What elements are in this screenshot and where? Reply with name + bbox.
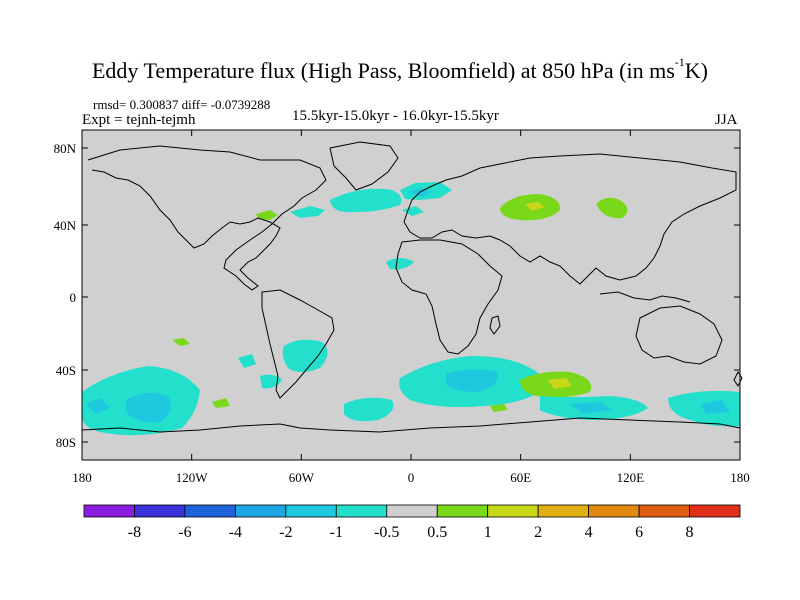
anomaly-region-nw-atlantic [290, 206, 325, 218]
stats-label: rmsd= 0.300837 diff= -0.0739288 [93, 97, 271, 112]
colorbar-label: 8 [686, 524, 694, 541]
colorbar-label: 4 [585, 524, 593, 541]
anomaly-region-europe [402, 206, 424, 216]
colorbar-swatch [285, 504, 337, 518]
colorbar-swatch [234, 504, 287, 518]
y-tick-label: 80N [54, 141, 77, 156]
anomaly-region-subtropical-atlantic [386, 258, 414, 270]
colorbar-swatch [689, 504, 741, 518]
colorbar: -8 -6 -4 -2 -1 -0.5 0.5 1 2 4 6 8 [83, 504, 741, 541]
y-axis: 80N 40N 0 40S 80S [54, 141, 740, 450]
x-axis: 180 120W 60W 0 60E 120E 180 [72, 130, 750, 485]
coastline-north-america [87, 145, 327, 291]
colorbar-swatch [588, 504, 640, 518]
period-label: 15.5kyr-15.0kyr - 16.0kyr-15.5kyr [292, 108, 499, 124]
anomaly-region-southern-indian-east-core [570, 402, 612, 414]
y-tick-label: 0 [70, 290, 77, 305]
x-tick-label: 120W [176, 470, 209, 485]
colorbar-swatch [638, 504, 690, 518]
y-tick-label: 80S [56, 435, 76, 450]
coastline-australia [635, 305, 723, 365]
x-tick-label: 0 [408, 470, 415, 485]
colorbar-swatch [184, 504, 236, 518]
anomaly-region-southern-pacific-west [86, 398, 110, 414]
season-label: JJA [715, 112, 738, 128]
anomaly-region-south-indian-small [490, 404, 508, 412]
coastline-africa [395, 239, 503, 355]
colorbar-label: -2 [279, 524, 292, 541]
coastline-madagascar [489, 315, 501, 335]
coastline-south-america [261, 289, 335, 399]
colorbar-label: 1 [484, 524, 492, 541]
coastline-new-zealand [733, 371, 743, 387]
colorbar-label: -1 [330, 524, 343, 541]
colorbar-swatch [335, 504, 388, 518]
anomaly-region-south-pacific-small [172, 338, 190, 346]
anomaly-fill-layer [82, 182, 740, 436]
y-tick-label: 40S [56, 363, 76, 378]
anomaly-region-southern-pacific-small [212, 398, 230, 408]
x-tick-label: 120E [617, 470, 645, 485]
colorbar-swatch [134, 504, 186, 518]
colorbar-swatch [487, 504, 539, 518]
coastline-antarctica [81, 417, 741, 433]
x-tick-label: 180 [72, 470, 92, 485]
colorbar-label: 2 [534, 524, 542, 541]
chart-title: Eddy Temperature flux (High Pass, Bloomf… [91, 54, 708, 83]
colorbar-swatch [436, 504, 489, 518]
experiment-label: Expt = tejnh-tejmh [82, 112, 196, 128]
anomaly-region-southern-indian-core [446, 369, 499, 392]
colorbar-swatch [83, 504, 135, 518]
coastline-greenland [329, 141, 399, 191]
anomaly-region-southern-atlantic [344, 397, 394, 422]
anomaly-region-south-indian-positive-core [548, 378, 572, 389]
x-tick-label: 60E [510, 470, 531, 485]
colorbar-label: -8 [128, 524, 141, 541]
anomaly-region-north-atlantic [330, 188, 402, 213]
anomaly-region-south-america [282, 339, 328, 372]
anomaly-region-sw-pacific [238, 354, 256, 368]
anomaly-region-southern-pacific-core [126, 392, 171, 423]
x-tick-label: 60W [289, 470, 315, 485]
anomaly-region-great-lakes [256, 210, 278, 220]
coastline-eurasia [403, 153, 737, 285]
colorbar-swatch [386, 504, 438, 518]
anomaly-region-central-asia-core [525, 202, 545, 211]
anomaly-region-southern-pacific-east-core [700, 400, 730, 414]
y-tick-label: 40N [54, 218, 77, 233]
colorbar-swatch [537, 504, 590, 518]
colorbar-label: 6 [635, 524, 643, 541]
coastline-layer [81, 141, 743, 433]
colorbar-label: 0.5 [427, 524, 447, 541]
coastline-indonesia [599, 291, 691, 303]
x-tick-label: 180 [730, 470, 750, 485]
anomaly-region-mongolia [596, 197, 628, 219]
colorbar-label: -6 [178, 524, 191, 541]
colorbar-label: -0.5 [374, 524, 399, 541]
colorbar-label: -4 [229, 524, 242, 541]
